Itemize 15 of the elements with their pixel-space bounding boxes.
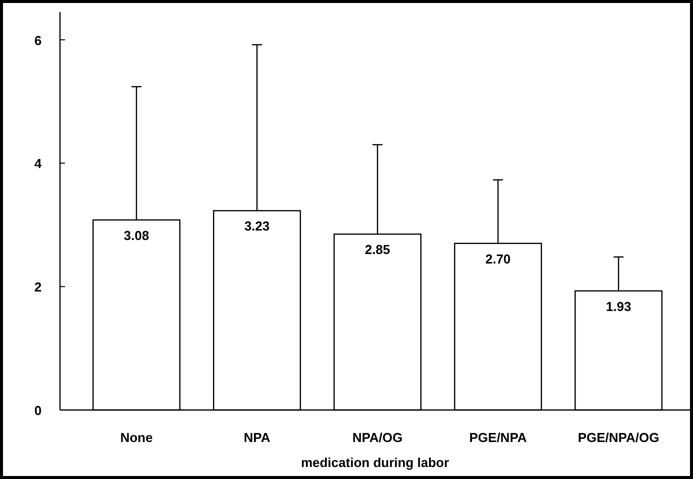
y-tick-label: 0	[34, 403, 42, 418]
y-tick-label: 6	[34, 32, 42, 48]
y-tick-label: 4	[34, 156, 42, 172]
x-axis-title: medication during labor	[300, 455, 450, 470]
data-label: 2.70	[485, 251, 511, 266]
x-tick-label: NPA	[244, 430, 271, 445]
data-label: 1.93	[606, 298, 632, 314]
data-label: 3.08	[124, 228, 150, 243]
x-tick-label: PGE/NPA	[469, 430, 528, 445]
data-label: 3.23	[244, 218, 270, 234]
x-tick-label: NPA/OG	[352, 430, 403, 445]
y-tick-label: 2	[34, 280, 42, 295]
x-tick-label: PGE/NPA/OG	[578, 430, 660, 445]
data-label: 2.85	[364, 242, 390, 258]
x-tick-label: None	[120, 430, 153, 445]
